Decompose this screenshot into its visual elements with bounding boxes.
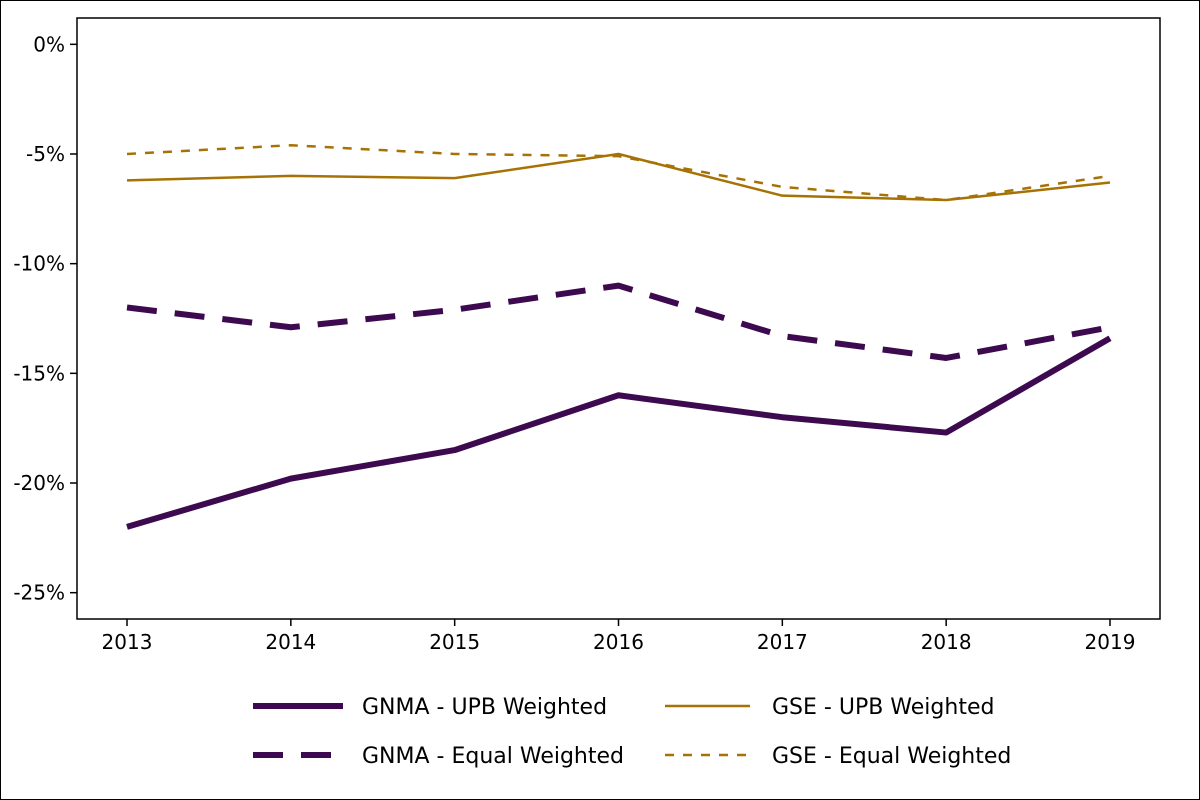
x-axis: 2013 2014 2015 2016 2017 2018 2019 [102,619,1136,654]
y-tick-label: -20% [13,471,65,495]
x-tick-label: 2013 [102,630,153,654]
legend-label-2: GSE - UPB Weighted [772,695,994,720]
series-line-4 [126,143,1111,202]
series-line-3 [126,282,1111,361]
y-tick-label: -10% [13,252,65,276]
x-tick-label: 2018 [921,630,972,654]
legend-label-3: GNMA - Equal Weighted [362,744,624,769]
y-tick-label: -25% [13,581,65,605]
y-tick-label: -15% [13,361,65,385]
series-line-1 [126,335,1112,530]
series-layer [126,143,1112,530]
x-tick-label: 2019 [1085,630,1136,654]
legend-label-1: GNMA - UPB Weighted [362,695,607,720]
legend-label-4: GSE - Equal Weighted [772,744,1011,769]
y-tick-label: 0% [33,32,65,56]
x-tick-label: 2014 [265,630,316,654]
x-tick-label: 2015 [429,630,480,654]
y-tick-label: -5% [26,142,65,166]
x-tick-label: 2016 [593,630,644,654]
legend: GNMA - UPB Weighted GSE - UPB Weighted GNM… [253,695,1011,769]
x-tick-label: 2017 [757,630,808,654]
y-axis: 0% -5% -10% -15% -20% -25% [13,32,77,605]
series-line-2 [126,152,1111,202]
